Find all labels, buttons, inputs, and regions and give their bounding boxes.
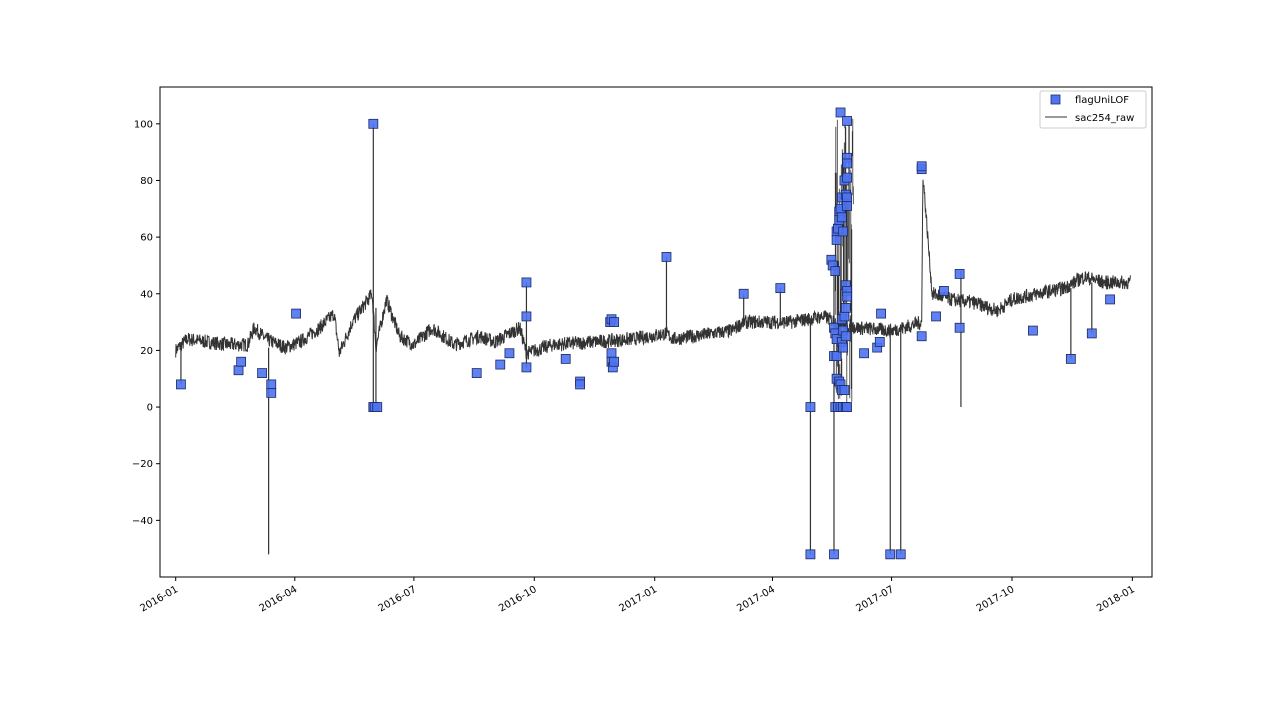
y-tick-label: 100 — [134, 119, 153, 130]
flag-marker — [1065, 354, 1076, 364]
y-tick-label: 40 — [140, 289, 153, 300]
flag-marker — [266, 387, 277, 398]
y-tick-label: 0 — [147, 403, 153, 414]
flag-marker — [236, 356, 247, 367]
flag-marker — [859, 348, 869, 359]
flag-marker — [521, 311, 532, 322]
flag-marker — [1028, 325, 1038, 336]
flag-marker — [939, 286, 949, 296]
flag-marker — [895, 549, 906, 560]
legend-label-sac254-raw: sac254_raw — [1075, 113, 1134, 124]
flag-marker — [661, 252, 672, 262]
flag-marker — [836, 212, 847, 223]
flag-marker — [840, 303, 851, 313]
flag-marker — [176, 379, 186, 390]
x-tick-label: 2016-04 — [258, 584, 300, 614]
flag-marker — [842, 402, 852, 412]
flag-marker — [842, 291, 852, 302]
x-tick-label: 2017-04 — [735, 584, 777, 614]
y-tick-label: 60 — [140, 233, 153, 244]
legend-label-flaguni-lof: flagUniLOF — [1075, 95, 1129, 106]
x-tick-label: 2017-07 — [854, 584, 896, 614]
flag-marker — [471, 368, 482, 378]
x-tick-label: 2016-10 — [497, 584, 539, 614]
flag-marker — [829, 549, 839, 560]
flag-marker — [495, 359, 506, 370]
flag-marker — [805, 549, 816, 560]
y-tick-label: 80 — [140, 176, 153, 187]
flag-marker — [838, 342, 849, 353]
flag-marker — [842, 158, 852, 169]
flag-marker — [831, 235, 842, 245]
flag-marker — [560, 354, 571, 364]
flag-marker — [368, 118, 379, 129]
flag-marker — [842, 172, 852, 183]
flag-marker — [372, 402, 383, 412]
flag-marker — [842, 201, 852, 211]
y-tick-label: 20 — [140, 346, 153, 357]
flag-marker — [609, 317, 620, 327]
flag-marker — [606, 348, 617, 359]
flag-marker — [838, 226, 849, 237]
flag-marker — [1086, 328, 1097, 339]
flag-marker — [575, 379, 585, 390]
flag-marker — [931, 311, 941, 322]
flag-marker — [775, 283, 786, 293]
flag-marker — [916, 161, 927, 172]
flag-marker — [831, 351, 842, 361]
flag-marker — [835, 107, 846, 118]
flag-marker — [805, 402, 816, 412]
flag-marker — [916, 331, 927, 342]
flag-marker — [885, 549, 896, 560]
flag-marker — [839, 311, 850, 322]
flag-marker — [842, 116, 852, 126]
x-tick-label: 2017-10 — [975, 584, 1017, 614]
flag-marker — [291, 308, 302, 319]
x-tick-label: 2016-01 — [139, 584, 181, 614]
flag-marker — [840, 331, 851, 342]
legend-marker-flaguni-lof — [1050, 94, 1061, 105]
flag-marker — [842, 192, 852, 203]
x-tick-label: 2016-07 — [377, 584, 419, 614]
flag-marker — [266, 379, 277, 390]
series-line-sac254-raw — [175, 179, 1131, 360]
y-tick-label: −20 — [132, 459, 153, 470]
y-tick-label: −40 — [132, 516, 153, 527]
flag-marker — [521, 362, 532, 373]
flag-marker — [738, 288, 749, 299]
flag-marker — [954, 322, 965, 333]
flag-marker — [876, 308, 886, 319]
flag-marker — [609, 356, 620, 367]
flag-marker — [257, 368, 267, 378]
flag-marker — [504, 348, 515, 359]
flag-marker — [830, 266, 841, 277]
flag-marker — [839, 385, 850, 395]
legend: flagUniLOF sac254_raw — [1039, 90, 1147, 129]
x-tick-label: 2017-01 — [617, 584, 659, 614]
flag-marker — [1105, 294, 1116, 305]
flag-marker — [874, 337, 885, 347]
flag-marker — [233, 365, 244, 376]
flag-marker — [521, 277, 532, 288]
x-tick-label: 2018-01 — [1095, 584, 1137, 614]
flag-marker — [954, 269, 965, 279]
legend-box — [1039, 90, 1147, 129]
